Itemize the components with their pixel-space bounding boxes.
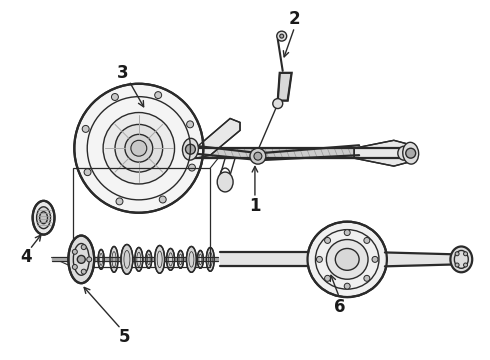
Circle shape <box>324 238 331 243</box>
Polygon shape <box>354 140 409 166</box>
Circle shape <box>364 275 370 281</box>
Ellipse shape <box>403 142 418 164</box>
Circle shape <box>455 252 459 256</box>
Circle shape <box>116 198 123 205</box>
Text: 5: 5 <box>119 328 131 346</box>
Text: 3: 3 <box>117 64 129 82</box>
Ellipse shape <box>308 222 387 297</box>
Circle shape <box>103 113 174 184</box>
Text: 1: 1 <box>249 197 261 215</box>
Circle shape <box>344 230 350 235</box>
Ellipse shape <box>121 244 133 274</box>
Circle shape <box>317 256 322 262</box>
Circle shape <box>81 269 86 274</box>
Ellipse shape <box>40 212 48 224</box>
Circle shape <box>82 125 89 132</box>
Polygon shape <box>278 73 292 100</box>
Ellipse shape <box>450 247 472 272</box>
Circle shape <box>250 148 266 164</box>
Ellipse shape <box>98 249 104 269</box>
Circle shape <box>84 169 91 176</box>
Ellipse shape <box>33 201 54 235</box>
Circle shape <box>464 263 467 267</box>
Circle shape <box>372 256 378 262</box>
Ellipse shape <box>182 138 198 160</box>
Circle shape <box>187 121 194 128</box>
Circle shape <box>125 134 153 162</box>
Ellipse shape <box>326 239 368 279</box>
Circle shape <box>464 252 467 256</box>
Circle shape <box>81 245 86 249</box>
Ellipse shape <box>146 251 152 268</box>
Ellipse shape <box>135 247 143 271</box>
Polygon shape <box>196 118 240 158</box>
Circle shape <box>280 34 284 38</box>
Ellipse shape <box>206 247 214 271</box>
Ellipse shape <box>187 247 196 272</box>
Circle shape <box>77 255 85 264</box>
Circle shape <box>273 99 283 109</box>
Ellipse shape <box>197 251 203 268</box>
Ellipse shape <box>69 235 94 283</box>
Circle shape <box>74 84 203 213</box>
Text: 6: 6 <box>334 298 345 316</box>
Circle shape <box>131 140 147 156</box>
Bar <box>74 168 210 267</box>
Ellipse shape <box>167 248 174 270</box>
Circle shape <box>111 94 119 100</box>
Circle shape <box>364 238 370 243</box>
Circle shape <box>87 257 92 262</box>
Circle shape <box>73 249 77 254</box>
Text: 4: 4 <box>20 248 31 266</box>
Circle shape <box>324 275 331 281</box>
Circle shape <box>254 152 262 160</box>
Circle shape <box>344 283 350 289</box>
Circle shape <box>159 196 166 203</box>
Ellipse shape <box>37 207 50 229</box>
Text: 2: 2 <box>289 10 300 28</box>
Ellipse shape <box>398 146 410 160</box>
Circle shape <box>185 144 196 154</box>
Circle shape <box>455 263 459 267</box>
Circle shape <box>73 265 77 269</box>
Ellipse shape <box>155 246 165 273</box>
Circle shape <box>406 148 416 158</box>
Ellipse shape <box>217 172 233 192</box>
Circle shape <box>155 92 162 99</box>
Ellipse shape <box>110 247 118 272</box>
Circle shape <box>115 125 163 172</box>
Ellipse shape <box>335 248 359 270</box>
Circle shape <box>277 31 287 41</box>
Circle shape <box>189 164 196 171</box>
Ellipse shape <box>177 251 183 268</box>
